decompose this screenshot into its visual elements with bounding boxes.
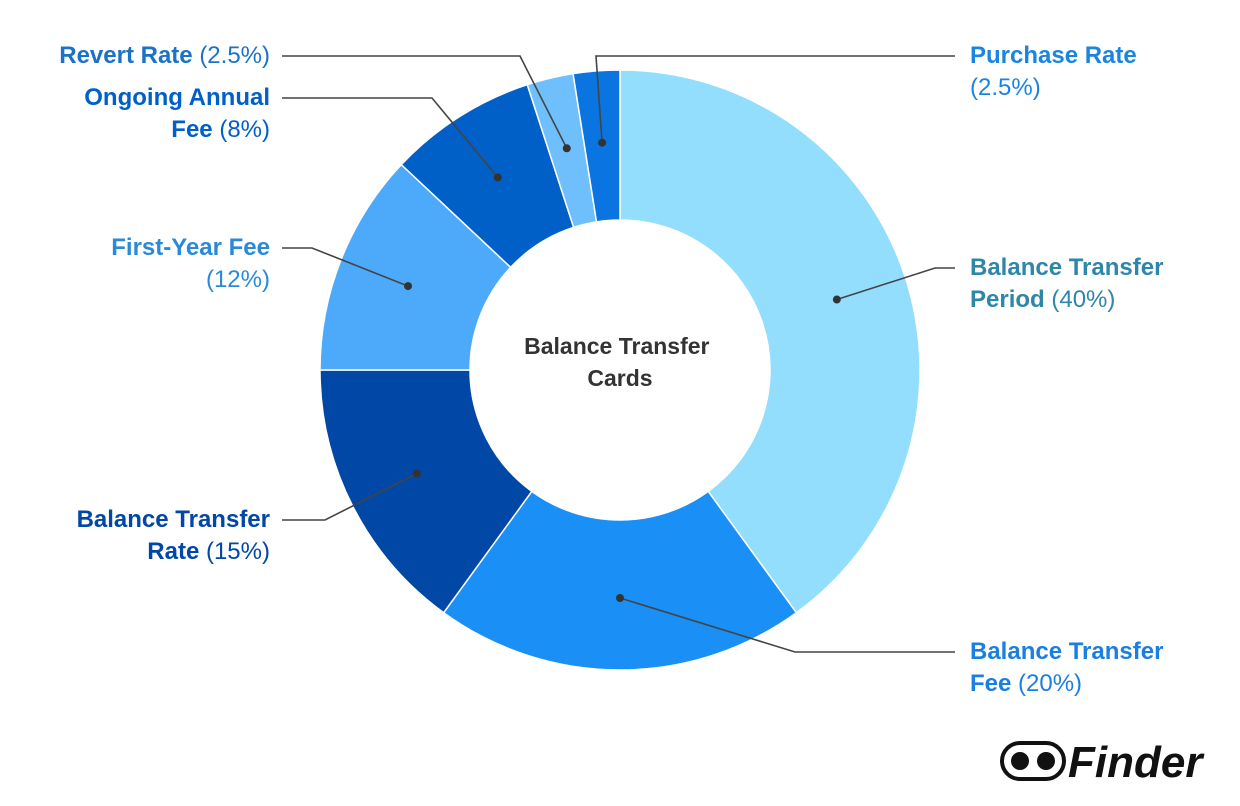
leader-line (282, 247, 409, 287)
leaders (282, 55, 955, 653)
slice-value: (15%) (205, 538, 270, 565)
slice-name: Ongoing Annual Fee (84, 84, 270, 143)
slice-value: (8%) (219, 116, 270, 143)
slice-label: Balance Transfer Period (40%) (970, 252, 1195, 316)
leader-line (282, 55, 568, 149)
slice-label: Revert Rate (2.5%) (10, 40, 270, 72)
leader-line (836, 267, 955, 301)
slice (319, 369, 533, 614)
leader-line (282, 97, 499, 179)
slice-label: Balance Transfer Rate (15%) (45, 504, 270, 568)
slice-name: Revert Rate (59, 42, 193, 69)
leader-dot (598, 138, 607, 147)
slice (619, 69, 921, 614)
leader-dot (616, 594, 624, 602)
chart-title: Balance Transfer Cards (524, 333, 716, 391)
slice-name: Purchase Rate (970, 42, 1137, 69)
leader-dot (493, 173, 502, 182)
slice-value: (2.5%) (970, 74, 1041, 101)
leader-dot (404, 282, 413, 291)
leader-dot (832, 295, 841, 304)
slice (572, 69, 621, 223)
slice-name: Balance Transfer Rate (76, 506, 270, 565)
slice-label: Purchase Rate (2.5%) (970, 40, 1195, 104)
slice-value: (40%) (1051, 286, 1116, 313)
leader-dot (562, 144, 571, 153)
slice-name: Balance Transfer Fee (970, 638, 1164, 697)
logo-text: Finder (1068, 738, 1205, 787)
slice-value: (2.5%) (199, 42, 270, 69)
leader-line (595, 55, 955, 143)
slice-name: Balance Transfer Period (970, 254, 1164, 313)
logo-icon (1000, 741, 1066, 781)
slice-label: Ongoing Annual Fee (8%) (55, 82, 270, 146)
slice-label: First-Year Fee (12%) (70, 232, 270, 296)
leader-line (619, 597, 955, 653)
leader-dot (412, 469, 421, 478)
slices (319, 69, 921, 671)
slice-value: (12%) (205, 266, 270, 293)
leader-line (282, 472, 418, 521)
slice-label: Balance Transfer Fee (20%) (970, 636, 1195, 700)
slice-value: (20%) (1018, 670, 1083, 697)
slice-name: First-Year Fee (111, 234, 270, 261)
